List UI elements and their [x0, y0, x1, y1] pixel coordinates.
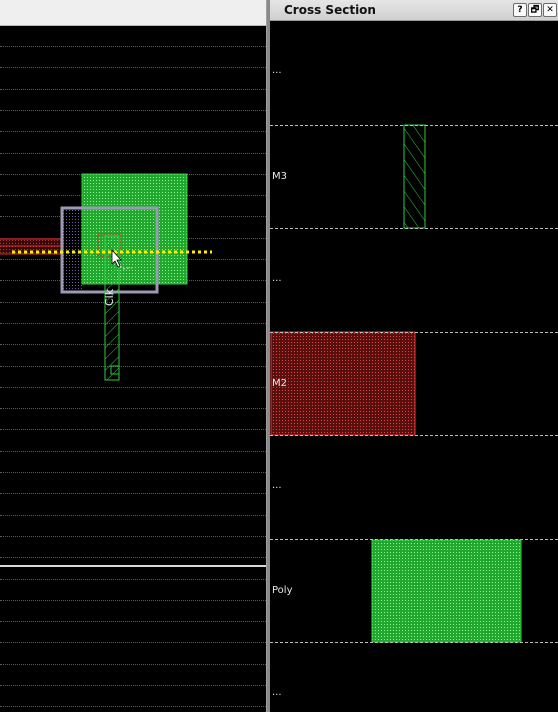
grid-row: [0, 153, 266, 154]
grid-row: [0, 387, 266, 388]
layer-boundary: [270, 539, 558, 540]
layer-label-poly: Poly: [272, 585, 293, 596]
grid-row: [0, 706, 266, 707]
grid-row: [0, 366, 266, 367]
m2-section-shape[interactable]: [270, 331, 416, 436]
via-region: [62, 209, 84, 291]
mouse-pointer-icon: [111, 248, 132, 270]
grid-row: [0, 429, 266, 430]
metal2-wire[interactable]: [0, 238, 70, 255]
net-label-clk: Clk: [103, 288, 116, 306]
grid-row: [0, 408, 266, 409]
layer-label: ...: [272, 65, 282, 76]
layer-label: ...: [272, 687, 282, 698]
layer-label: ...: [272, 480, 282, 491]
grid-row: [0, 472, 266, 473]
cross-section-titlebar[interactable]: Cross Section ? 🗗 ✕: [270, 0, 558, 21]
grid-row: [0, 579, 266, 580]
grid-row: [0, 131, 266, 132]
grid-row: [0, 515, 266, 516]
layer-boundary: [270, 642, 558, 643]
layout-shapes: [0, 173, 212, 381]
layout-canvas[interactable]: Clk: [0, 0, 266, 712]
layer-label: ...: [272, 273, 282, 284]
grid-row: [0, 642, 266, 643]
grid-row: [0, 67, 266, 68]
metal3-block[interactable]: [81, 173, 188, 285]
clk-wire-end: [110, 365, 120, 375]
cross-section-panel: Cross Section ? 🗗 ✕ ... M3: [270, 0, 558, 712]
grid-row: [0, 302, 266, 303]
layer-label-m2: M2: [272, 378, 287, 389]
grid-row: [0, 536, 266, 537]
grid-row: [0, 621, 266, 622]
grid-row: [0, 493, 266, 494]
layer-boundary: [270, 435, 558, 436]
m3-section-shape[interactable]: [403, 124, 426, 229]
grid-row: [0, 89, 266, 90]
poly-section-shape[interactable]: [371, 539, 522, 643]
pane-splitter[interactable]: [266, 0, 270, 712]
grid-row: [0, 323, 266, 324]
panel-title: Cross Section: [284, 3, 376, 17]
layer-boundary: [270, 125, 558, 126]
layer-label-m3: M3: [272, 171, 287, 182]
layer-boundary: [270, 228, 558, 229]
grid-row: [0, 600, 266, 601]
grid-row: [0, 344, 266, 345]
help-button[interactable]: ?: [513, 3, 527, 17]
grid-row: [0, 664, 266, 665]
layout-divider-line: [0, 565, 266, 567]
restore-button[interactable]: 🗗: [528, 3, 542, 17]
grid-row: [0, 451, 266, 452]
layout-toolbar-strip: [0, 0, 266, 26]
layer-boundary: [270, 332, 558, 333]
cross-section-drawing: [270, 124, 522, 643]
grid-row: [0, 110, 266, 111]
clk-wire[interactable]: [104, 235, 120, 381]
grid-row: [0, 557, 266, 558]
grid-row: [0, 46, 266, 47]
grid-row: [0, 685, 266, 686]
close-button[interactable]: ✕: [543, 3, 557, 17]
